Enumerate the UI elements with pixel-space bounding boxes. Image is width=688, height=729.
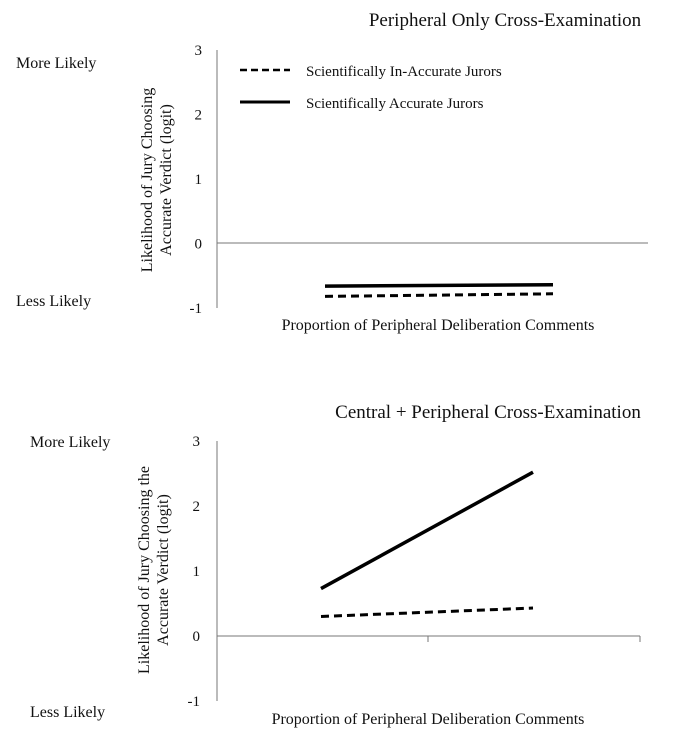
y-axis-label-line2: Accurate Verdict (logit): [155, 494, 172, 646]
y-axis-label-line1: Likelihood of Jury Choosing the: [136, 466, 153, 674]
y-tick-label: 2: [193, 499, 201, 515]
more-likely-label: More Likely: [30, 434, 110, 451]
panel-peripheral-only: Peripheral Only Cross-Examination More L…: [16, 10, 648, 334]
y-tick-labels: 3 2 1 0 -1: [190, 43, 203, 317]
series-line-inaccurate-jurors: [320, 606, 534, 618]
legend-label-inaccurate: Scientifically In-Accurate Jurors: [306, 64, 502, 80]
more-likely-label: More Likely: [16, 55, 96, 72]
less-likely-label: Less Likely: [16, 293, 91, 310]
y-tick-label: 2: [195, 108, 203, 124]
y-axis-label-line1: Likelihood of Jury Choosing: [139, 88, 156, 272]
y-tick-label: 0: [193, 629, 201, 645]
series-line-accurate-jurors: [324, 283, 554, 288]
y-tick-label: 3: [195, 43, 203, 59]
y-tick-label: -1: [190, 301, 203, 317]
series-line-accurate-jurors: [320, 470, 534, 591]
y-tick-label: 3: [193, 434, 201, 450]
y-tick-label: -1: [188, 694, 201, 710]
y-tick-label: 1: [195, 172, 203, 188]
x-axis-label: Proportion of Peripheral Deliberation Co…: [272, 711, 585, 728]
less-likely-label: Less Likely: [30, 704, 105, 721]
chart-title: Peripheral Only Cross-Examination: [369, 10, 642, 31]
x-axis-label: Proportion of Peripheral Deliberation Co…: [282, 317, 595, 334]
series-lines: [324, 283, 554, 298]
y-tick-label: 1: [193, 564, 201, 580]
chart-title: Central + Peripheral Cross-Examination: [335, 402, 641, 423]
legend: Scientifically In-Accurate Jurors Scient…: [240, 64, 502, 112]
legend-label-accurate: Scientifically Accurate Jurors: [306, 96, 484, 112]
series-lines: [320, 470, 534, 618]
series-line-inaccurate-jurors: [324, 292, 554, 298]
y-axis-label-line2: Accurate Verdict (logit): [158, 104, 175, 256]
y-tick-labels: 3 2 1 0 -1: [188, 434, 201, 710]
y-tick-label: 0: [195, 237, 203, 253]
panel-central-peripheral: Central + Peripheral Cross-Examination M…: [30, 402, 641, 728]
